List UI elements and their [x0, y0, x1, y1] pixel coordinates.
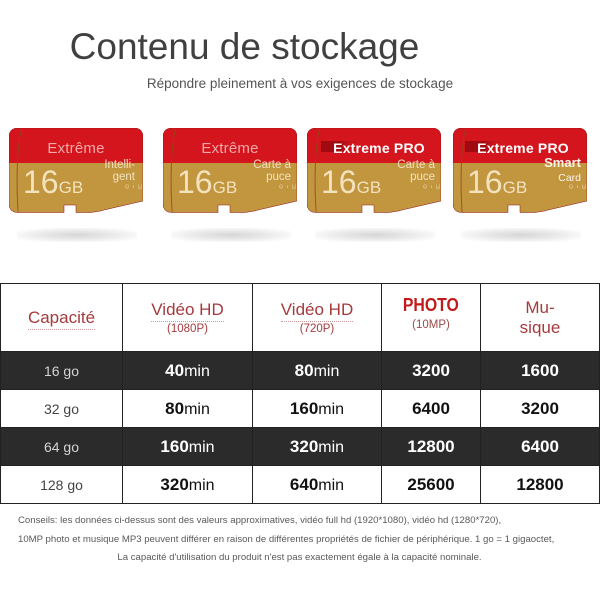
svg-text:I: I [287, 185, 288, 189]
svg-text:I: I [431, 185, 432, 189]
svg-text:I: I [577, 185, 578, 189]
svg-text:I: I [133, 185, 134, 189]
